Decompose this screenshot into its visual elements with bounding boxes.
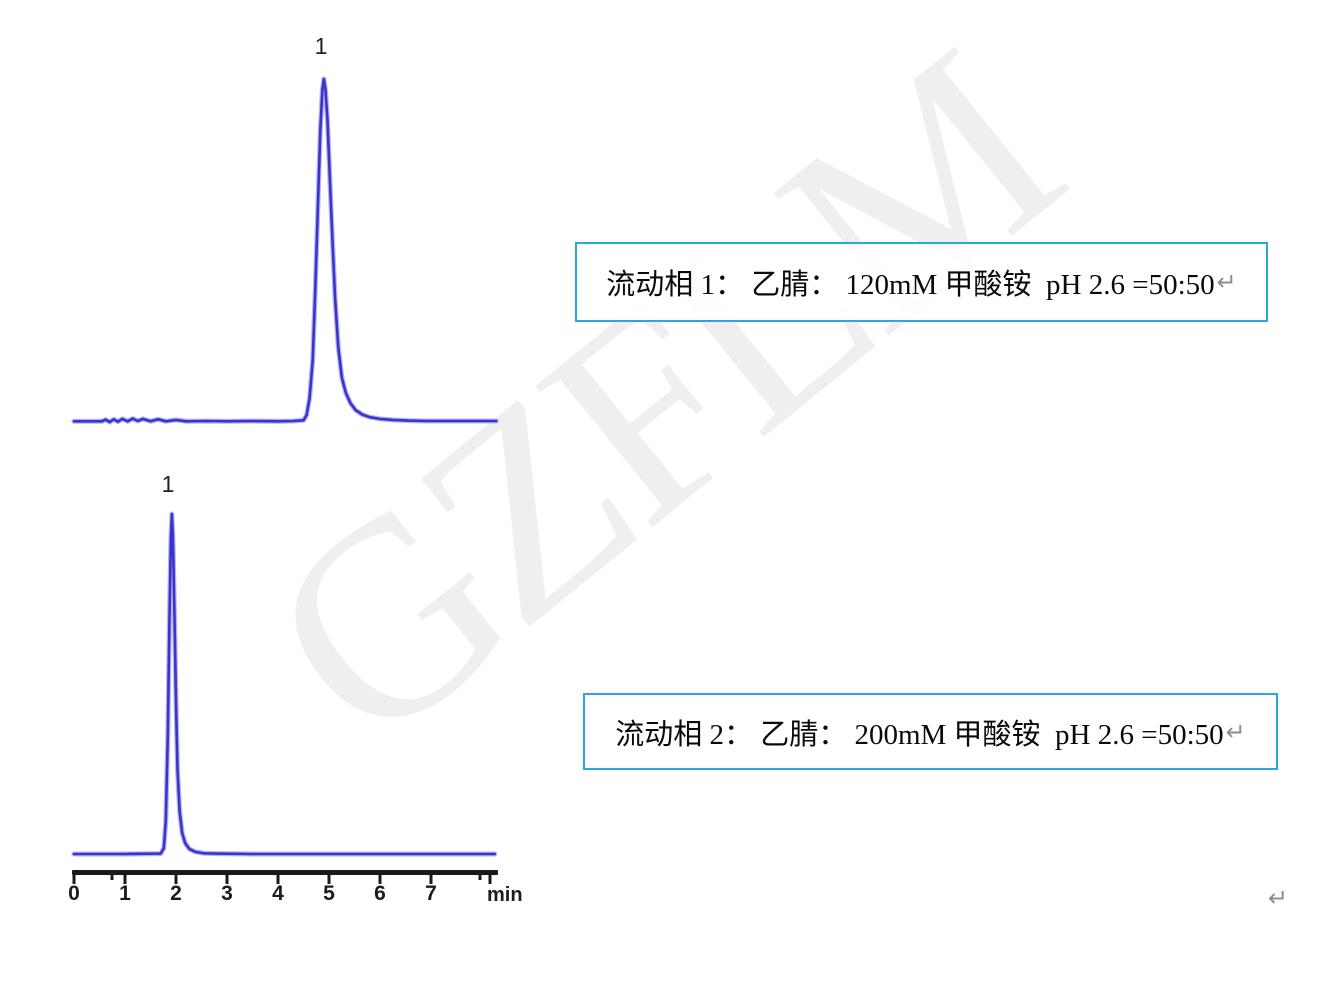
mobile-phase-1-box: 流动相 1： 乙腈： 120mM 甲酸铵 pH 2.6 =50:50 ↵ bbox=[575, 242, 1268, 322]
chromatogram-1 bbox=[71, 76, 499, 425]
axis-tick-label: 1 bbox=[119, 882, 131, 905]
mobile-phase-2-box: 流动相 2： 乙腈： 200mM 甲酸铵 pH 2.6 =50:50 ↵ bbox=[583, 693, 1278, 770]
axis-tick bbox=[378, 874, 382, 884]
paragraph-return-icon: ↵ bbox=[1268, 884, 1289, 912]
axis-end-tick bbox=[488, 874, 492, 884]
return-mark-icon: ↵ bbox=[1225, 717, 1246, 746]
axis-tick-label: 4 bbox=[272, 882, 284, 905]
axis-minor-tick bbox=[478, 874, 482, 880]
chromatogram-2-peak-label: 1 bbox=[161, 471, 175, 497]
axis-tick bbox=[327, 874, 331, 884]
axis-tick bbox=[276, 874, 280, 884]
axis-tick bbox=[72, 874, 76, 884]
axis-tick bbox=[225, 874, 229, 884]
axis-tick-label: 0 bbox=[68, 882, 80, 905]
return-mark-icon: ↵ bbox=[1216, 268, 1237, 296]
chromatogram-2-trace bbox=[72, 512, 497, 856]
axis-tick bbox=[123, 874, 127, 884]
chromatogram-1-peak-label: 1 bbox=[314, 33, 328, 59]
axis-tick-label: 5 bbox=[323, 882, 335, 905]
x-axis-bar bbox=[72, 870, 498, 875]
chromatogram-2 bbox=[71, 511, 498, 857]
mobile-phase-2-text: 流动相 2： 乙腈： 200mM 甲酸铵 pH 2.6 =50:50 bbox=[615, 718, 1224, 751]
x-axis-unit-label: min bbox=[487, 884, 523, 906]
axis-tick-label: 3 bbox=[221, 882, 233, 905]
chromatogram-1-trace bbox=[72, 77, 498, 424]
mobile-phase-1-text: 流动相 1： 乙腈： 120mM 甲酸铵 pH 2.6 =50:50 bbox=[606, 269, 1215, 301]
axis-tick bbox=[429, 874, 433, 884]
axis-tick-label: 7 bbox=[425, 882, 437, 905]
axis-tick-label: 6 bbox=[374, 882, 386, 905]
axis-minor-tick bbox=[110, 874, 114, 880]
axis-tick-label: 2 bbox=[170, 882, 182, 905]
axis-tick bbox=[174, 874, 178, 884]
